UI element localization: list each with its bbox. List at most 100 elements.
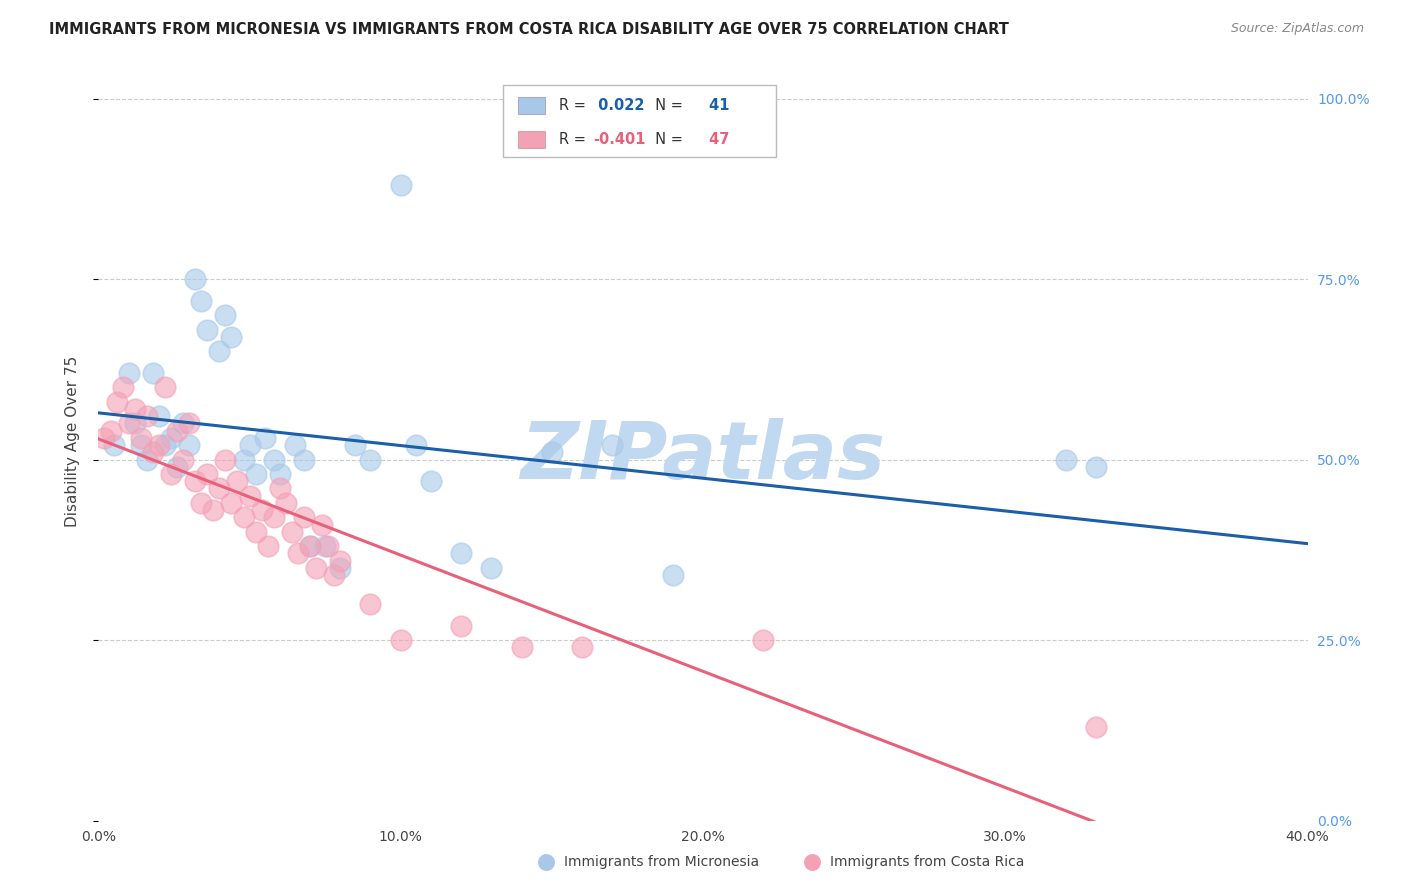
Point — [135, 409, 157, 424]
Point — [1085, 459, 1108, 474]
Point — [160, 467, 183, 481]
Point — [166, 459, 188, 474]
Point — [1206, 854, 1229, 868]
Text: -0.401: -0.401 — [593, 132, 645, 146]
Point — [311, 517, 333, 532]
Point — [405, 438, 427, 452]
Point — [124, 402, 146, 417]
Text: Immigrants from Micronesia: Immigrants from Micronesia — [564, 855, 759, 870]
Text: ZIPatlas: ZIPatlas — [520, 417, 886, 496]
Point — [129, 438, 152, 452]
Text: R =: R = — [560, 98, 591, 113]
Point — [118, 417, 141, 431]
Point — [135, 452, 157, 467]
Point — [179, 438, 201, 452]
Point — [153, 438, 176, 452]
Point — [323, 568, 346, 582]
FancyBboxPatch shape — [517, 97, 544, 113]
Point — [329, 554, 352, 568]
Point — [284, 438, 307, 452]
Point — [202, 503, 225, 517]
Point — [1085, 720, 1108, 734]
Text: 47: 47 — [704, 132, 730, 146]
Point — [752, 633, 775, 648]
Point — [571, 640, 593, 655]
Point — [184, 475, 207, 489]
Point — [208, 344, 231, 359]
Point — [287, 546, 309, 560]
Point — [274, 496, 297, 510]
Point — [1054, 452, 1077, 467]
Y-axis label: Disability Age Over 75: Disability Age Over 75 — [65, 356, 80, 527]
Point — [292, 452, 315, 467]
Point — [299, 539, 322, 553]
Point — [253, 431, 276, 445]
Point — [118, 366, 141, 380]
Point — [226, 475, 249, 489]
Point — [190, 293, 212, 308]
Point — [316, 539, 339, 553]
Point — [232, 452, 254, 467]
Point — [124, 417, 146, 431]
Point — [195, 323, 218, 337]
Point — [389, 178, 412, 193]
FancyBboxPatch shape — [503, 85, 776, 157]
Point — [153, 380, 176, 394]
Text: Immigrants from Costa Rica: Immigrants from Costa Rica — [830, 855, 1025, 870]
Point — [281, 524, 304, 539]
Point — [232, 510, 254, 524]
Text: N =: N = — [647, 132, 688, 146]
Point — [105, 394, 128, 409]
Point — [245, 524, 267, 539]
Point — [166, 424, 188, 438]
Point — [481, 561, 503, 575]
Point — [148, 409, 170, 424]
Point — [329, 561, 352, 575]
Point — [250, 503, 273, 517]
Point — [540, 445, 562, 459]
Text: Source: ZipAtlas.com: Source: ZipAtlas.com — [1230, 22, 1364, 36]
Point — [389, 633, 412, 648]
Point — [172, 417, 194, 431]
Point — [221, 330, 243, 344]
FancyBboxPatch shape — [517, 131, 544, 147]
Point — [360, 452, 382, 467]
Point — [103, 438, 125, 452]
Point — [450, 618, 472, 632]
Point — [195, 467, 218, 481]
Text: R =: R = — [560, 132, 591, 146]
Point — [172, 452, 194, 467]
Point — [292, 510, 315, 524]
Point — [179, 417, 201, 431]
Text: IMMIGRANTS FROM MICRONESIA VS IMMIGRANTS FROM COSTA RICA DISABILITY AGE OVER 75 : IMMIGRANTS FROM MICRONESIA VS IMMIGRANTS… — [49, 22, 1010, 37]
Point — [214, 308, 236, 322]
Point — [100, 424, 122, 438]
Text: N =: N = — [647, 98, 688, 113]
Point — [269, 467, 291, 481]
Point — [344, 438, 367, 452]
Point — [208, 482, 231, 496]
Point — [360, 597, 382, 611]
Point — [93, 431, 115, 445]
Point — [420, 475, 443, 489]
Point — [111, 380, 134, 394]
Point — [299, 539, 322, 553]
Point — [214, 452, 236, 467]
Point — [190, 496, 212, 510]
Point — [602, 438, 624, 452]
Point — [256, 539, 278, 553]
Point — [148, 438, 170, 452]
Point — [184, 272, 207, 286]
Point — [239, 438, 262, 452]
Point — [221, 496, 243, 510]
Point — [245, 467, 267, 481]
Point — [129, 431, 152, 445]
Point — [450, 546, 472, 560]
Point — [160, 431, 183, 445]
Point — [142, 366, 165, 380]
Point — [305, 561, 328, 575]
Point — [510, 640, 533, 655]
Point — [263, 452, 285, 467]
Text: 0.022: 0.022 — [593, 98, 644, 113]
Point — [314, 539, 336, 553]
